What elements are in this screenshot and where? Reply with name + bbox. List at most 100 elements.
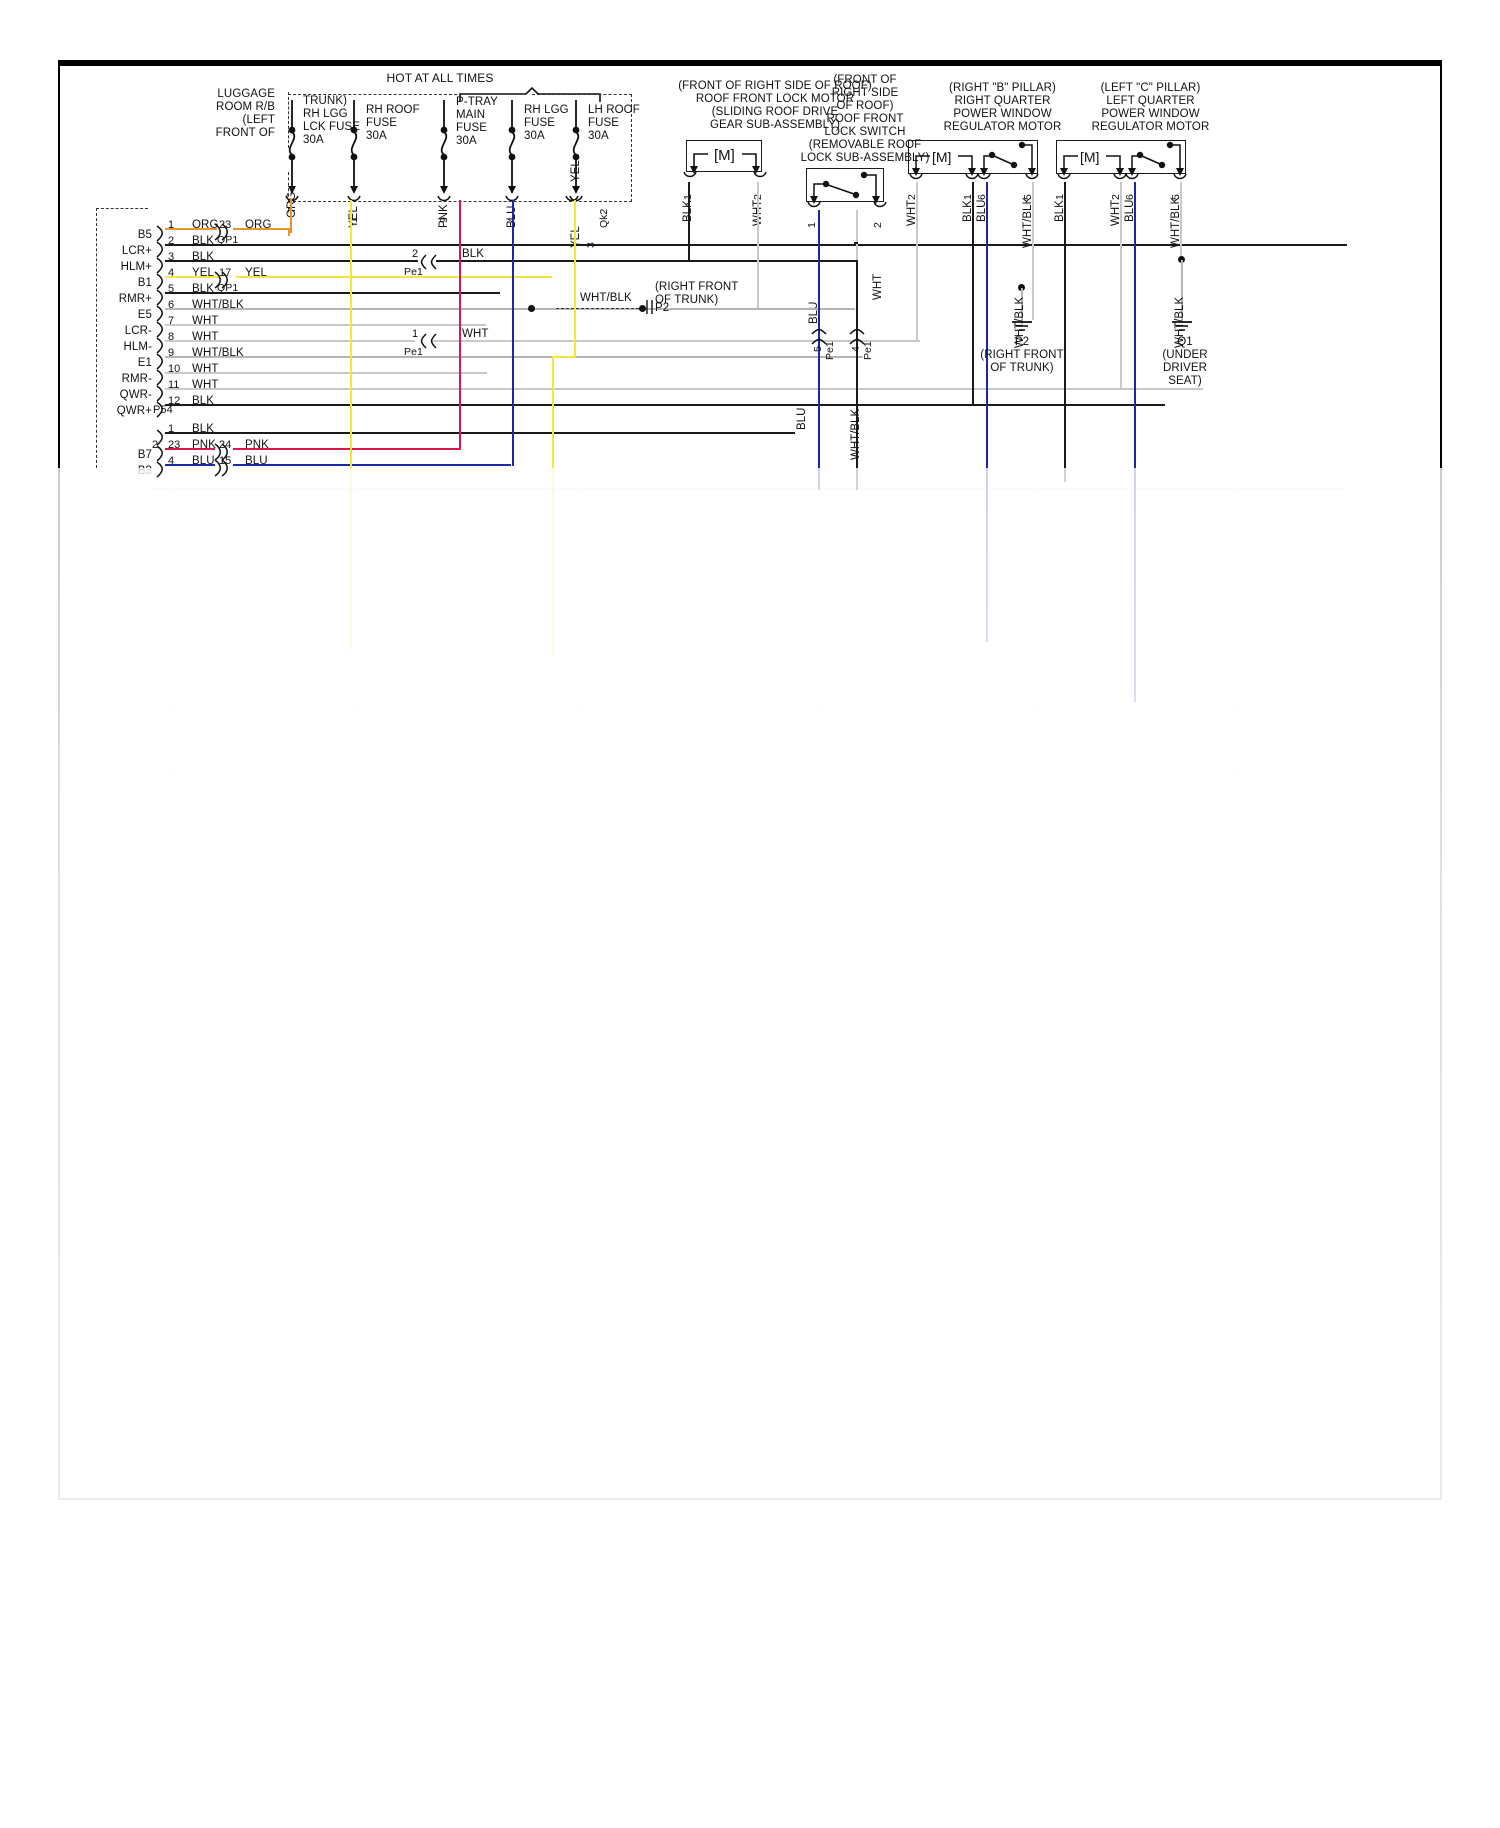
fuse-symbol-3 (505, 100, 519, 202)
connector-lower-bracket-23 (156, 445, 163, 462)
connector-splice-number-4: 17 (219, 267, 232, 279)
wire-yel-seg-b (236, 276, 552, 278)
connector-pin-wire-3: BLK (192, 251, 215, 263)
right-quarter-pw-motor-pin-caps (909, 173, 1039, 180)
connector-pin-bracket-9 (156, 353, 163, 370)
connector-dashed-top (96, 208, 148, 209)
connector-lower-bracket-4 (156, 461, 163, 478)
connector-pin-bracket-5 (156, 289, 163, 306)
connector-pin-bracket-10 (156, 369, 163, 386)
connector-pin-wire-12: BLK (192, 395, 215, 407)
connector-pin-terminal-12: QWR+ (116, 405, 152, 417)
wire-yel-vert-fuse5-a (574, 200, 576, 288)
connector-pin-wire-6: WHT/BLK (192, 299, 244, 311)
connector-pin-wire-11: WHT (192, 379, 219, 391)
connector-splice-bracket-4 (214, 271, 228, 289)
fuse-symbol-0 (285, 100, 299, 202)
connector-pin-number-9: 9 (168, 347, 175, 359)
splice-pe1-1-symbol (420, 333, 437, 349)
wire-pnk-seg-a (165, 448, 215, 450)
splice-pe1-2-wire: BLK (462, 248, 485, 260)
fuse-symbol-2 (437, 100, 451, 202)
wire-blk-motor-p1 (688, 182, 690, 260)
wire-orange-seg-a (165, 228, 217, 230)
connector-pin-bracket-3 (156, 257, 163, 274)
component-header-left-quarter-pw-motor: (LEFT "C" PILLAR) LEFT QUARTER POWER WIN… (1091, 82, 1210, 133)
connector-pin-terminal-7: LCR- (124, 325, 152, 337)
wire-wht-lq-p2 (1120, 182, 1122, 388)
wire-blu-lq-p6 (1134, 182, 1136, 702)
connector-pin-number-6: 6 (168, 299, 175, 311)
ground-p2-symbol (1012, 321, 1032, 331)
wire-wht-pin8-a (165, 340, 415, 342)
inline-p2-symbol (646, 300, 653, 314)
component-header-roof-front-lock-switch: (FRONT OF RIGHT SIDE OF ROOF) ROOF FRONT… (800, 74, 930, 164)
svg-text:[M]: [M] (1080, 149, 1099, 165)
connector-lower-number-4: 4 (168, 455, 175, 467)
fuse-block-left-edge (288, 92, 289, 148)
left-quarter-pw-motor-pin-caps (1057, 173, 1187, 180)
connector-splice-wire-4: YEL (245, 267, 268, 279)
fuse-label-4: LH ROOF FUSE 30A (588, 104, 640, 142)
connector-pin-number-11: 11 (168, 379, 180, 391)
wire-blu-switch-p1 (818, 210, 820, 490)
connector-pin-number-4: 4 (168, 267, 175, 279)
connector-lower-number-1: 1 (168, 423, 175, 435)
splice-pe1-5-symbol (811, 328, 827, 345)
roof-front-lock-switch-symbol (810, 171, 880, 204)
wire-wht-pin8-b (432, 340, 920, 342)
wire-blu-seg-a (165, 464, 215, 466)
wire-blk-pin12 (165, 404, 1165, 406)
connector-splice-bracket-1 (214, 223, 228, 241)
wire-yel-vert-fuse2 (350, 200, 352, 650)
wire-blk-lq-p1 (1064, 182, 1066, 482)
inline-p2-name: P2 (655, 302, 670, 314)
wire-yel-vert-fuse5-b (574, 288, 576, 358)
wire-blk-pin3-a (165, 260, 418, 262)
wire-wht-pin10 (165, 372, 487, 374)
connector-pin-bracket-12 (156, 401, 163, 418)
connector-pin-number-5: 5 (168, 283, 175, 295)
connector-lower-splice-number-23: 24 (219, 439, 232, 451)
connector-pin-terminal-6: E5 (137, 309, 152, 321)
fuse-block-name: LUGGAGE ROOM R/B (LEFT FRONT OF (215, 88, 275, 139)
connector-pin-bracket-6 (156, 305, 163, 322)
wire-whtblk-pin9 (165, 356, 863, 358)
splice-qk2-name: Qk2 (598, 208, 610, 228)
connector-pin-number-8: 8 (168, 331, 175, 343)
connector-pin-wire-2: BLK (192, 235, 215, 247)
connector-pin-bracket-1 (156, 225, 163, 242)
wire-blk-rq-p1 (972, 182, 974, 404)
splice-dot-1 (528, 305, 535, 312)
fuse-label-3: RH LGG FUSE 30A (524, 104, 569, 142)
fuse-block-top-a (288, 94, 462, 95)
wire-org-fuse (290, 198, 292, 233)
wire-wht-motor-p2 (757, 182, 759, 308)
svg-text:[M]: [M] (932, 149, 951, 165)
connector-pin-wire-9: WHT/BLK (192, 347, 244, 359)
ground-q1-dot (1178, 256, 1185, 263)
connector-lower-splice-bracket-4 (214, 459, 228, 477)
connector-pin-terminal-8: HLM- (123, 341, 152, 353)
ground-p2-lead (1021, 288, 1023, 324)
ground-q1-lead (1181, 260, 1183, 322)
connector-pin-terminal-5: RMR+ (118, 293, 152, 305)
inline-connector-p2-dash (556, 308, 644, 309)
fuse-block-top-b (532, 94, 632, 95)
wire-yel-horiz-jog (552, 356, 576, 358)
inline-p2-wire: WHT/BLK (580, 292, 632, 304)
splice-qk2-symbol (565, 195, 579, 202)
connector-lower-splice-number-4: 15 (219, 455, 232, 467)
fuse-symbol-4 (569, 100, 583, 202)
wire-whtblk-rq-p5 (1032, 182, 1034, 320)
connector-lower-terminal-23: B7 (137, 449, 152, 461)
connector-pin-number-3: 3 (168, 251, 175, 263)
roof-front-lock-motor-body (686, 140, 762, 172)
connector-lower-splice-wire-23: PNK (245, 439, 269, 451)
wire-pnk-seg-b (233, 448, 461, 450)
connector-lower-bracket-1 (156, 429, 163, 446)
connector-pin-bracket-7 (156, 321, 163, 338)
connector-dashed-left (96, 208, 97, 468)
connector-pin-number-1: 1 (168, 219, 175, 231)
